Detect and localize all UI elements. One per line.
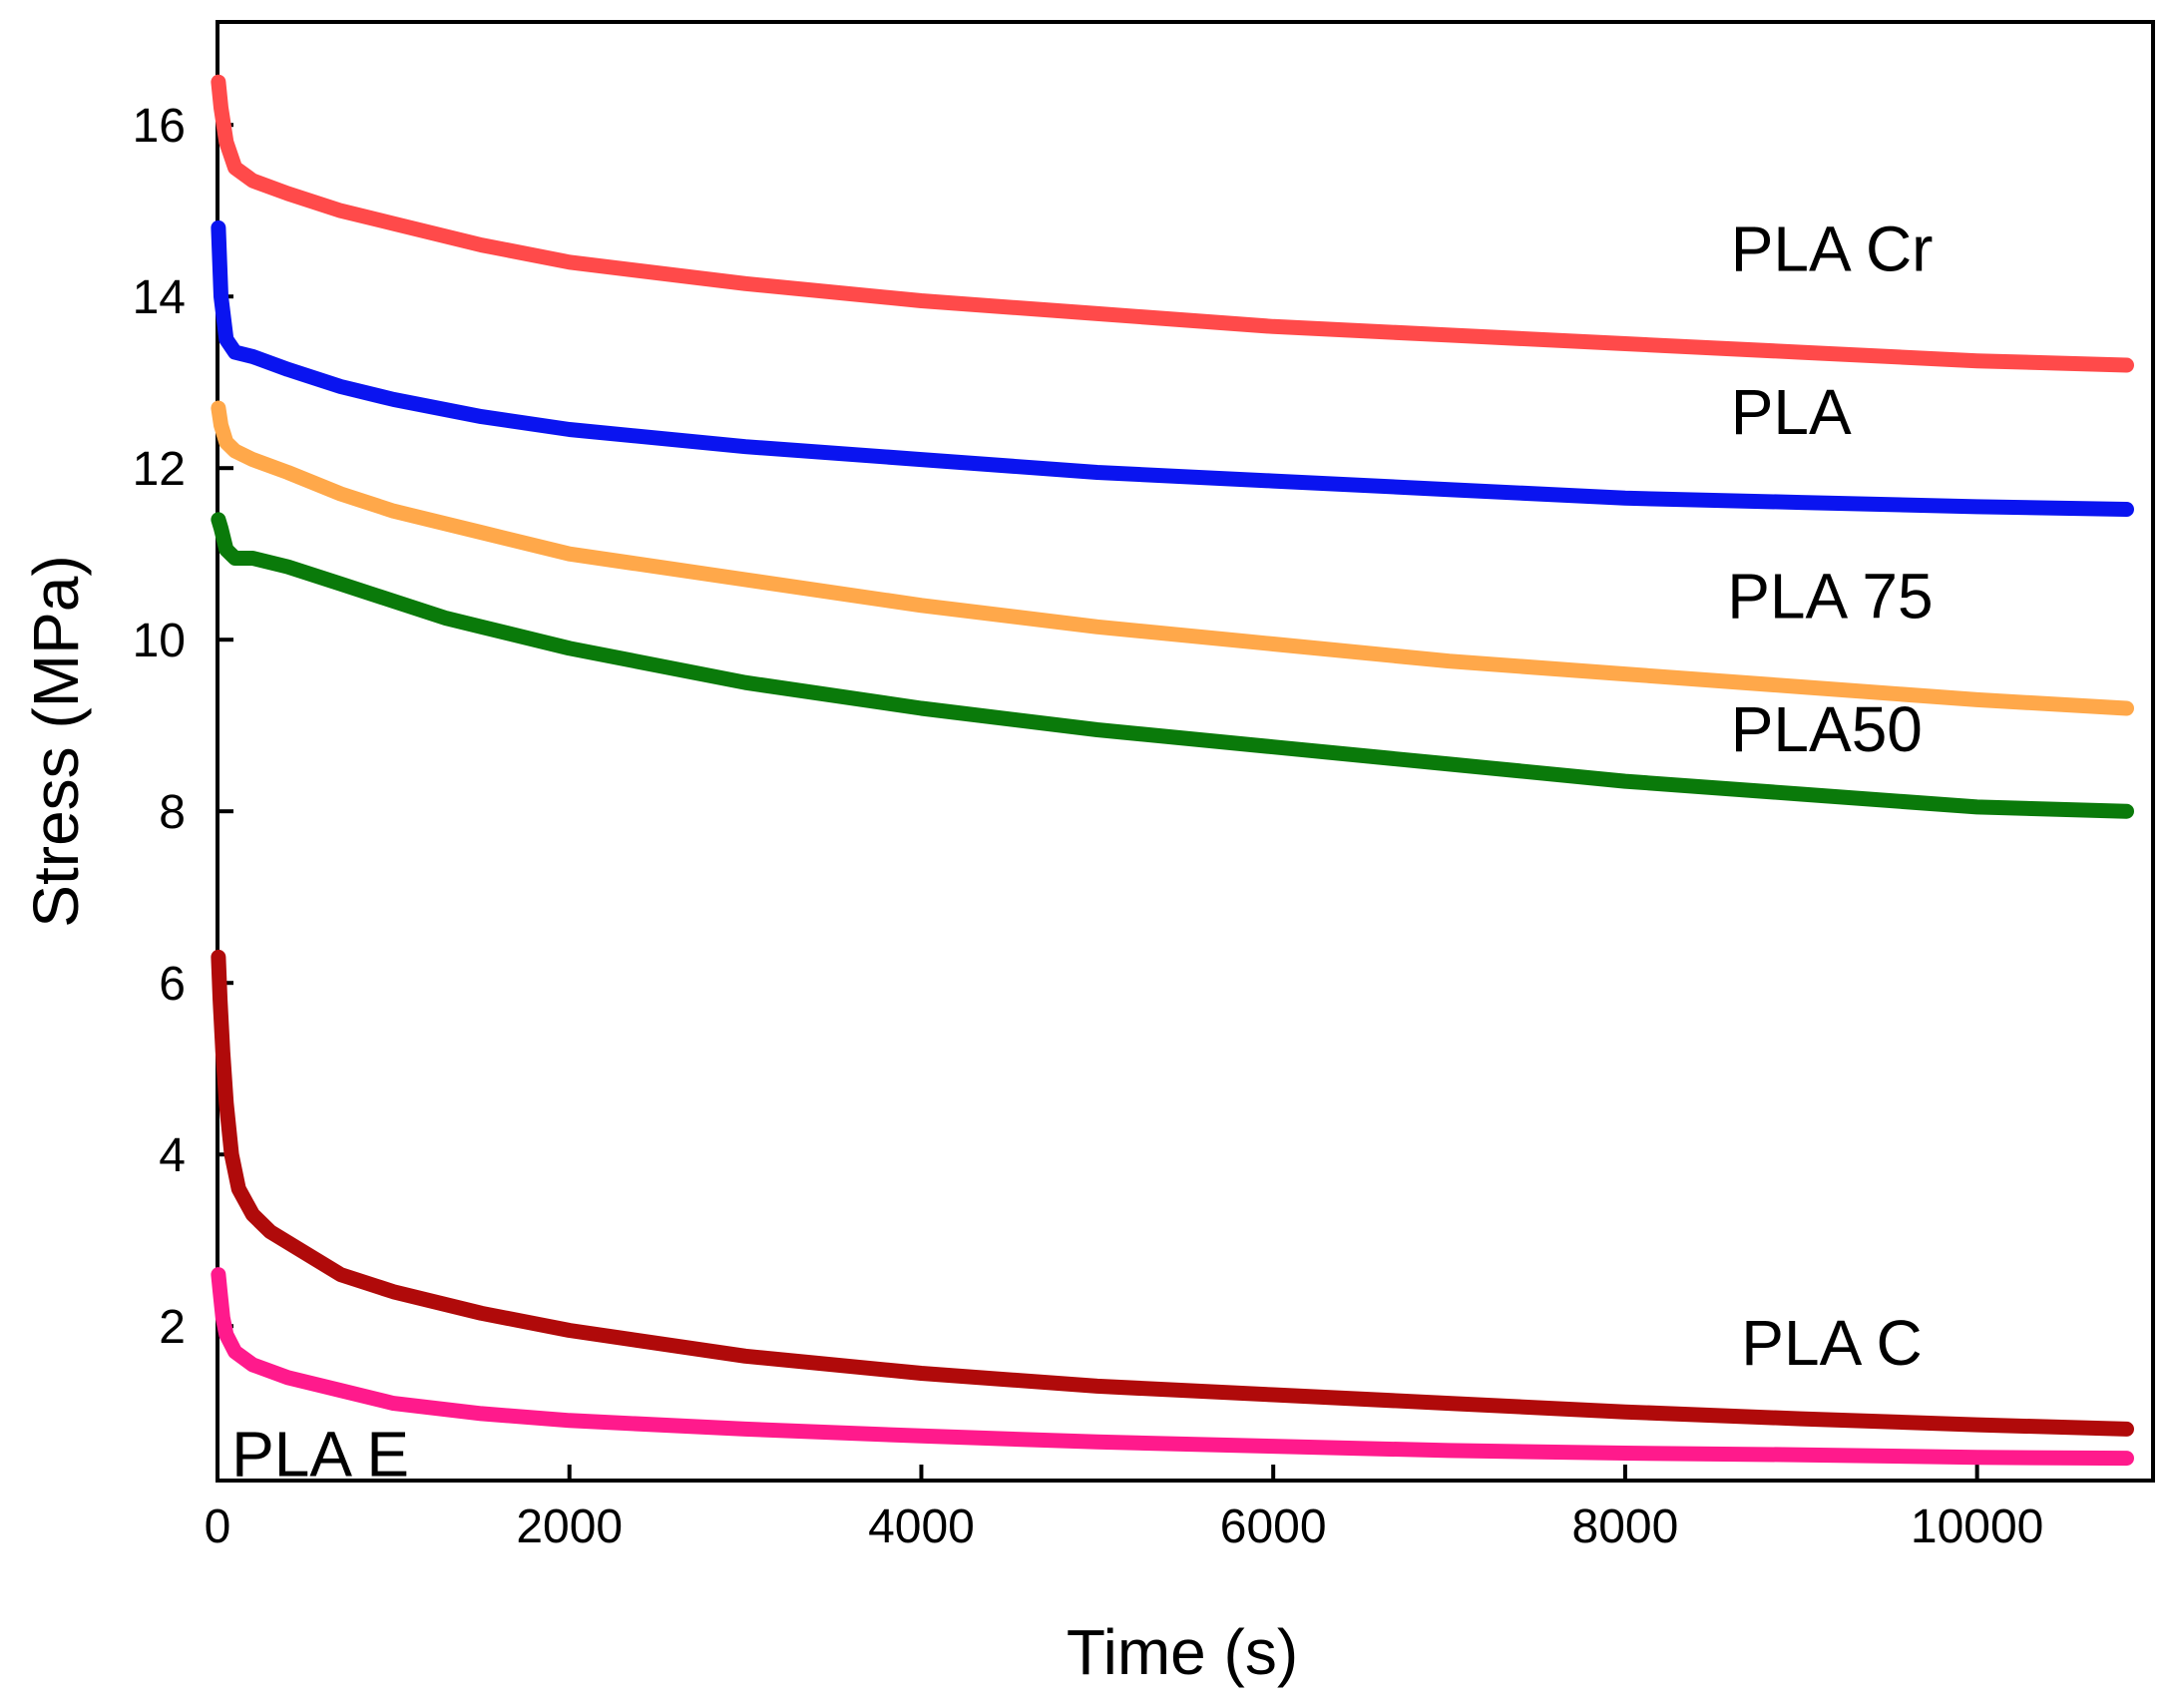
x-axis-title: Time (s)	[1067, 1616, 1298, 1688]
series-line-pla-c	[211, 949, 2134, 1437]
series-line-pla-cr	[211, 74, 2134, 373]
series-line-pla	[211, 219, 2134, 517]
series-label-layer: PLA Cr PLA PLA 75 PLA50 PLA C PLA E	[231, 213, 1933, 1490]
y-tick-label: 4	[159, 1129, 186, 1182]
series-label: PLA E	[231, 1419, 409, 1491]
plot-border	[216, 20, 2155, 1483]
y-tick-label: 6	[159, 958, 186, 1011]
series-label: PLA C	[1741, 1307, 1922, 1379]
series-label: PLA Cr	[1731, 213, 1934, 284]
series-line-pla-75	[211, 400, 2134, 716]
x-tick-label: 2000	[516, 1500, 623, 1553]
x-tick-label: 10000	[1911, 1500, 2043, 1553]
y-tick-label: 8	[159, 786, 186, 839]
x-tick-label: 6000	[1220, 1500, 1327, 1553]
y-tick-label: 10	[133, 615, 186, 667]
x-tick-label: 8000	[1572, 1500, 1679, 1553]
y-tick-label: 16	[133, 100, 186, 153]
x-axis-ticks: 0 2000 4000 6000 8000 10000	[205, 1465, 2043, 1553]
series-line-pla-e	[211, 1267, 2134, 1467]
series-line-pla50	[211, 512, 2134, 819]
y-tick-label: 2	[159, 1301, 186, 1354]
series-label: PLA50	[1731, 693, 1923, 765]
series-label: PLA	[1731, 376, 1852, 448]
series-layer	[211, 74, 2134, 1467]
series-label: PLA 75	[1727, 561, 1933, 633]
y-tick-label: 12	[133, 443, 186, 496]
y-axis-title: Stress (MPa)	[20, 555, 92, 927]
y-tick-label: 14	[133, 271, 186, 324]
plot-frame	[216, 20, 2155, 1483]
y-axis-ticks: 2 4 6 8 10 12 14 16	[133, 100, 233, 1354]
x-tick-label: 0	[205, 1500, 231, 1553]
x-tick-label: 4000	[868, 1500, 975, 1553]
